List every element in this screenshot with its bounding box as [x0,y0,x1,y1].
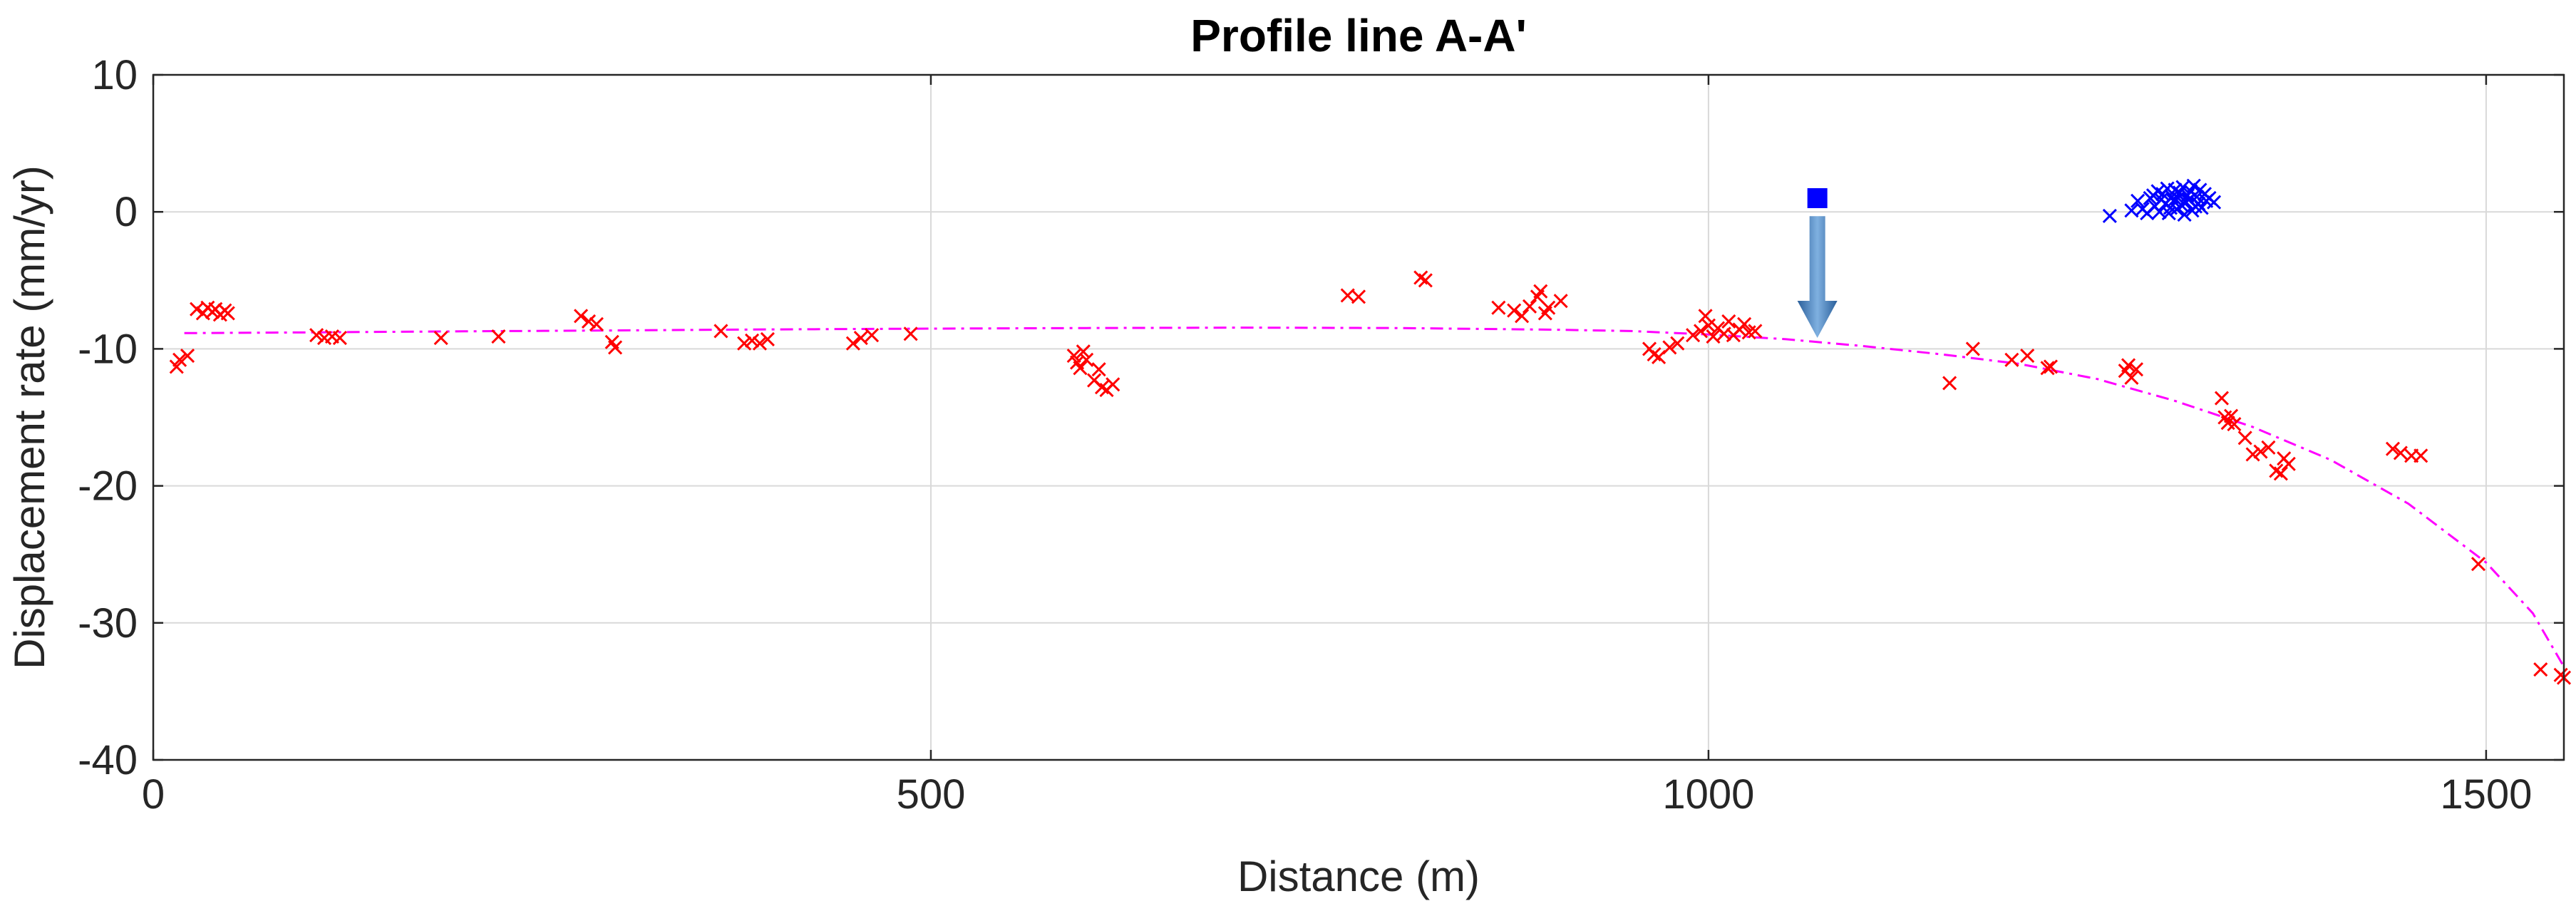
y-tick-label: 0 [115,189,138,235]
red-data-point [864,328,880,343]
down-arrow-icon [1797,216,1838,339]
red-data-point [2281,456,2296,471]
blue-data-point [2186,178,2201,193]
red-data-point [2004,352,2019,367]
axis-ticks: 0 500 1000 1500 10 0 -10 -20 -30 -40 [78,52,2564,818]
red-data-point [737,336,752,351]
red-data-point [1076,344,1091,359]
red-data-point [2253,444,2268,459]
red-data-point [180,348,195,364]
red-data-point [1670,336,1685,351]
blue-data-point [2206,195,2222,210]
red-data-point [2128,362,2144,377]
red-data-point [1721,314,1736,329]
red-data-point [1091,362,1106,377]
red-data-point [2040,361,2055,376]
annotations-layer [1797,187,1838,339]
red-data-point [752,336,768,351]
red-data-point [2224,408,2239,423]
red-data-point [589,316,604,331]
red-data-point [2227,417,2242,432]
red-data-point [760,331,775,347]
red-data-point [607,340,623,355]
red-data-point [744,333,760,348]
red-data-point [903,326,918,341]
y-axis-label: Displacement rate (mm/yr) [6,165,53,669]
red-data-point [1553,294,1568,309]
red-data-point [1706,329,1721,344]
red-data-point [1106,377,1120,392]
red-data-point [1748,324,1763,339]
red-data-point [1662,340,1677,355]
red-data-point [1942,376,1957,391]
y-tick-label: -10 [78,326,138,372]
y-tick-label: -20 [78,463,138,510]
red-data-point [2245,447,2260,462]
red-data-point [2020,348,2035,364]
square-marker [1807,187,1828,208]
red-data-point [1698,309,1713,324]
red-data-point [332,330,347,346]
blue-data-point [2177,207,2192,222]
axes-frame [152,73,2565,761]
red-data-point [2214,391,2230,406]
blue-data-point [2194,200,2209,215]
red-data-point [2124,370,2139,385]
blue-data-point [2161,206,2176,221]
red-data-point [172,352,187,367]
x-tick-label: 1000 [1662,771,1754,818]
red-data-point [2273,466,2288,481]
red-data-point [1079,352,1094,367]
red-data-point [1522,299,1537,314]
red-data-point [1073,361,1088,376]
red-data-point [1541,300,1556,315]
red-data-point [2393,446,2408,460]
red-data-point [573,309,589,324]
red-data-point [1491,300,1506,315]
red-data-point [853,330,868,346]
blue-data-point [2131,193,2145,208]
red-data-point [1533,284,1548,299]
red-data-point [1515,309,1530,324]
x-tick-label: 0 [142,771,165,818]
y-tick-label: -40 [78,737,138,783]
fit-curve [184,326,2565,668]
red-data-point [309,328,324,343]
red-data-point [1507,303,1522,318]
y-tick-label: -30 [78,600,138,647]
red-data-point [2121,358,2136,373]
red-data-point [1737,316,1752,331]
red-data-point [581,314,597,329]
red-data-point [2261,440,2276,455]
red-data-point [2533,662,2548,677]
x-tick-label: 500 [897,771,966,818]
y-tick-label: 10 [91,52,138,98]
red-data-point [491,329,506,344]
red-data-point [2043,359,2059,374]
red-data-point [1418,273,1433,288]
red-data-point [2385,441,2401,456]
red-data-point [2413,448,2428,463]
red-data-point [713,324,728,339]
blue-data-point [2102,208,2117,224]
grid-lines [153,75,2564,760]
x-axis-label: Distance (m) [1237,853,1480,900]
red-data-point [1351,289,1366,304]
red-data-point [220,306,235,321]
fit-curve-layer [184,326,2565,668]
red-data-point [2237,431,2252,446]
red-data-point [433,330,448,346]
x-tick-label: 1500 [2440,771,2532,818]
red-data-point [1965,341,1980,356]
red-data-point [1686,328,1701,343]
red-data-point [1693,324,1709,339]
red-data-point [2471,557,2486,572]
data-points-layer [169,178,2572,685]
red-data-point [1701,318,1716,333]
red-data-point [845,336,860,351]
chart-title: Profile line A-A' [1190,10,1527,61]
